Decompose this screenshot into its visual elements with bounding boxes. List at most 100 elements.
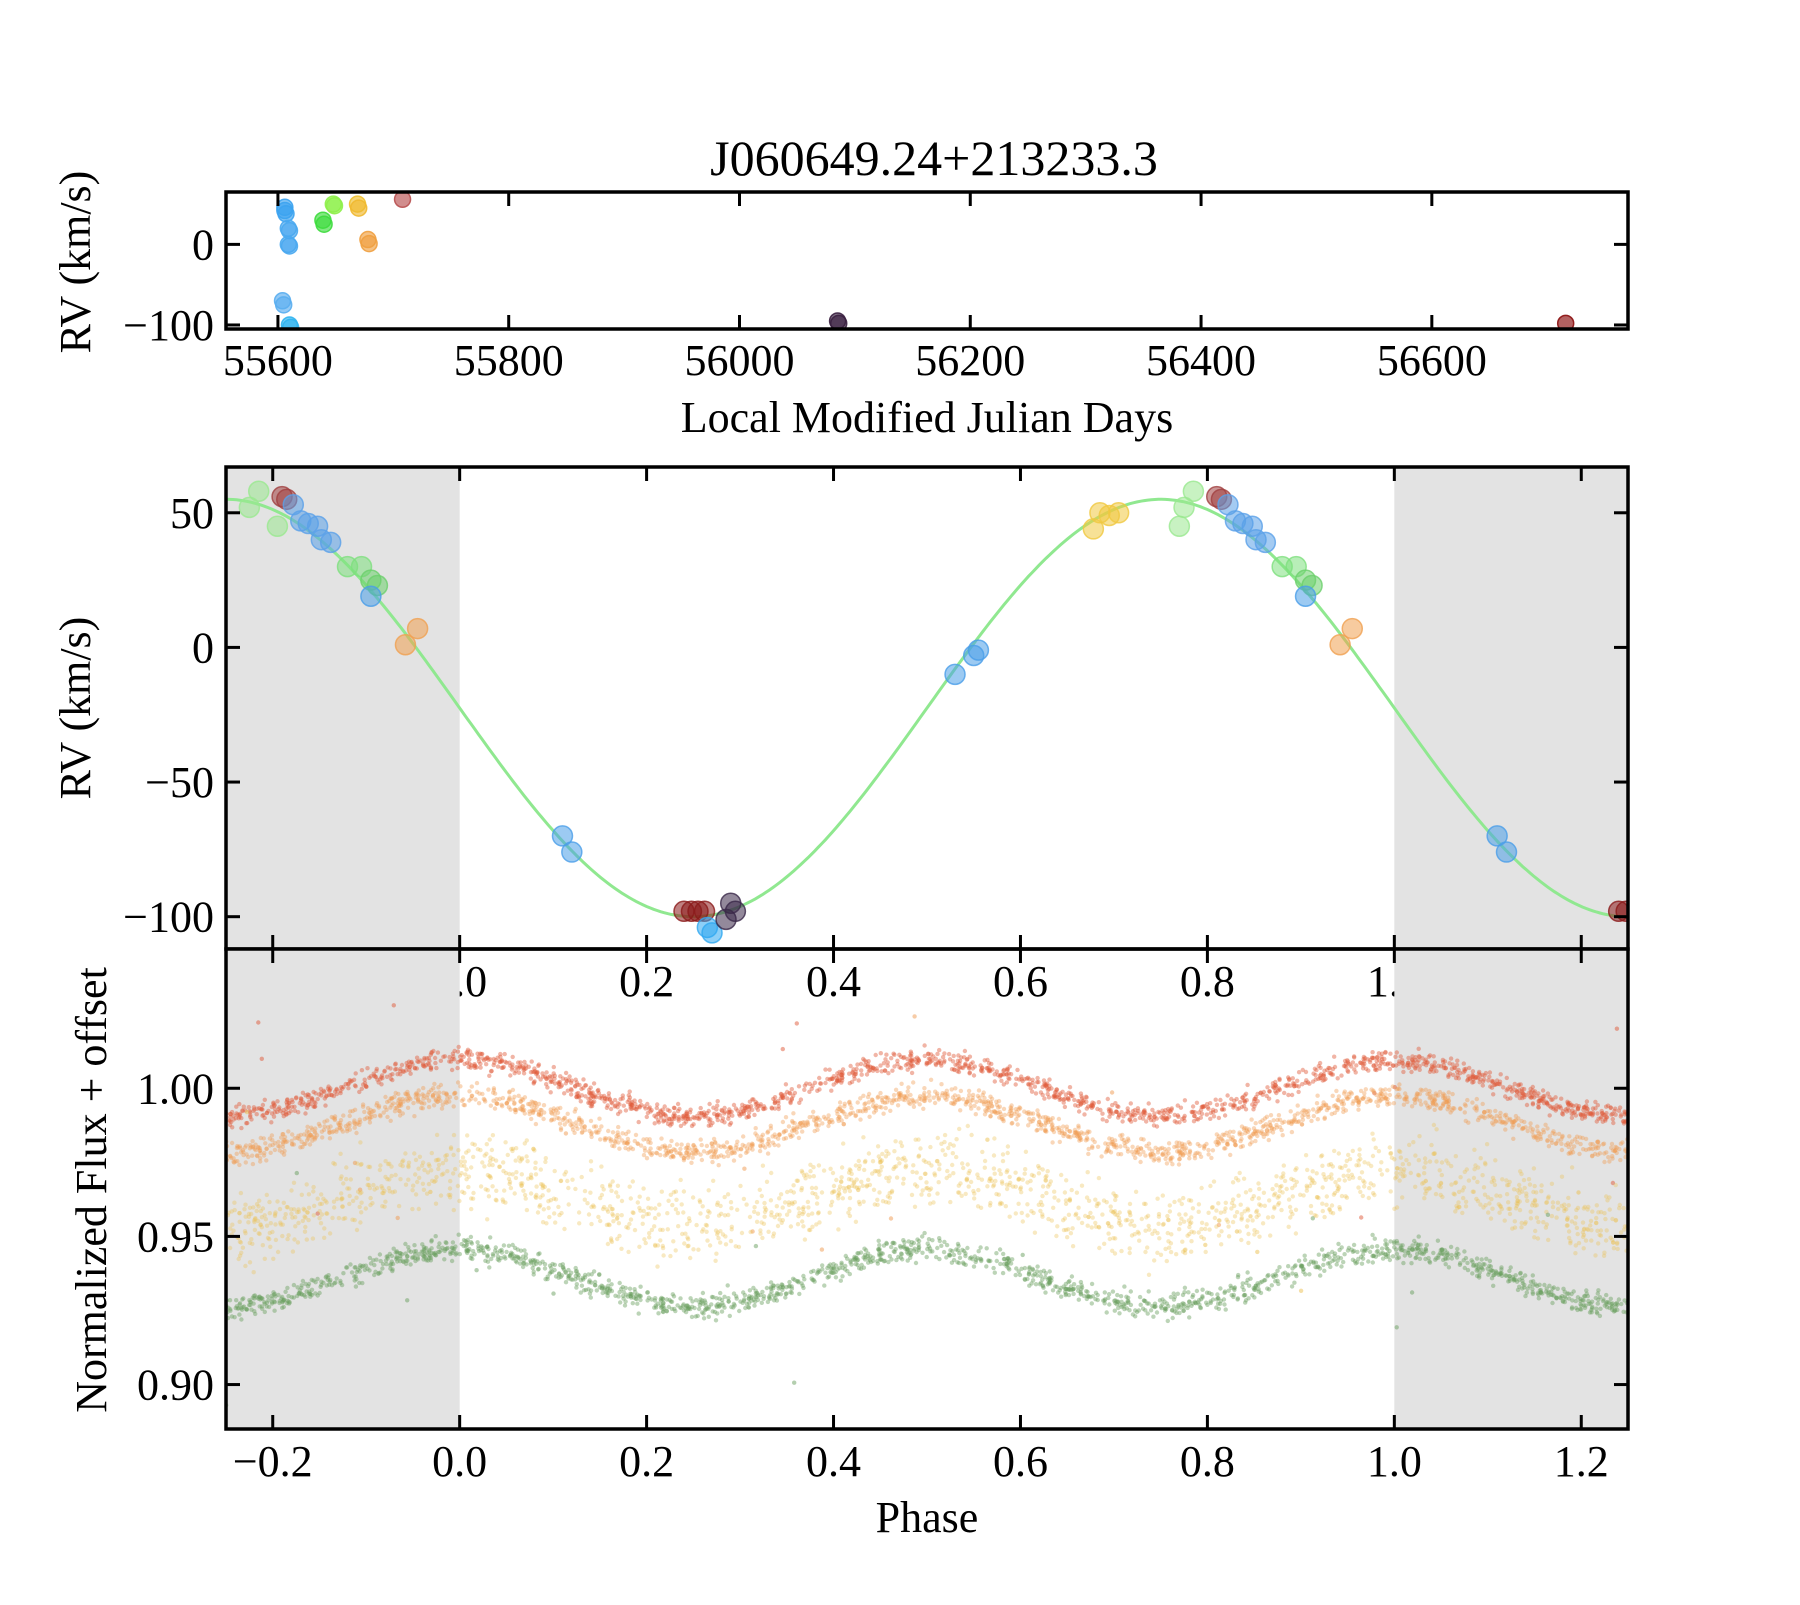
flux-point — [289, 1212, 293, 1216]
flux-point — [617, 1221, 621, 1225]
flux-point — [583, 1124, 587, 1128]
flux-point — [1084, 1100, 1088, 1104]
flux-point — [1352, 1054, 1356, 1058]
flux-point — [1086, 1170, 1090, 1174]
flux-point — [1064, 1178, 1068, 1182]
flux-point — [896, 1103, 900, 1107]
flux-point — [883, 1068, 887, 1072]
flux-point — [726, 1110, 730, 1114]
flux-point — [1581, 1220, 1585, 1224]
flux-point — [931, 1200, 935, 1204]
flux-point — [367, 1111, 371, 1115]
flux-point — [1515, 1195, 1519, 1199]
flux-point — [1006, 1151, 1010, 1155]
x-tick-label: 0.6 — [993, 957, 1048, 1006]
flux-point — [672, 1106, 676, 1110]
flux-point — [1014, 1107, 1018, 1111]
flux-point — [1582, 1105, 1586, 1109]
flux-point — [433, 1091, 437, 1095]
flux-point — [466, 1185, 470, 1189]
flux-point — [354, 1196, 358, 1200]
flux-point — [645, 1115, 649, 1119]
flux-point — [549, 1080, 553, 1084]
flux-point — [801, 1224, 805, 1228]
flux-point — [1589, 1219, 1593, 1223]
flux-point — [732, 1149, 736, 1153]
flux-point — [465, 1133, 469, 1137]
flux-point — [520, 1172, 524, 1176]
flux-point — [441, 1161, 445, 1165]
flux-point — [300, 1193, 304, 1197]
flux-point — [536, 1210, 540, 1214]
flux-point — [1524, 1194, 1528, 1198]
flux-point — [1572, 1144, 1576, 1148]
flux-point — [1152, 1115, 1156, 1119]
flux-point — [1550, 1182, 1554, 1186]
flux-point — [858, 1164, 862, 1168]
flux-point — [1346, 1059, 1350, 1063]
flux-point — [475, 1081, 479, 1085]
flux-point — [237, 1102, 241, 1106]
flux-point — [1615, 1242, 1619, 1246]
y-tick-label: 50 — [170, 489, 214, 538]
flux-point — [1579, 1113, 1583, 1117]
flux-point — [1294, 1166, 1298, 1170]
flux-point — [271, 1257, 275, 1261]
flux-point — [1409, 1171, 1413, 1175]
flux-point — [1156, 1150, 1160, 1154]
flux-point — [1002, 1107, 1006, 1111]
flux-point — [473, 1097, 477, 1101]
flux-point — [909, 1054, 913, 1058]
flux-point — [1097, 1100, 1101, 1104]
flux-point — [935, 1191, 939, 1195]
flux-point — [436, 1050, 440, 1054]
flux-point — [710, 1160, 714, 1164]
data-point — [968, 640, 988, 660]
data-point — [239, 497, 259, 517]
data-point — [361, 236, 377, 252]
flux-point — [674, 1198, 678, 1202]
flux-point — [1298, 1193, 1302, 1197]
flux-point — [719, 1153, 723, 1157]
flux-point — [875, 1203, 879, 1207]
flux-point — [341, 1217, 345, 1221]
flux-point — [881, 1199, 885, 1203]
flux-point — [263, 1141, 267, 1145]
flux-point — [273, 1141, 277, 1145]
flux-point — [257, 1106, 261, 1110]
flux-point — [976, 1188, 980, 1192]
flux-point — [1478, 1202, 1482, 1206]
flux-point — [682, 1158, 686, 1162]
flux-point — [1219, 1211, 1223, 1215]
flux-point — [861, 1135, 865, 1139]
flux-point — [1466, 1077, 1470, 1081]
flux-point — [406, 1178, 410, 1182]
flux-point — [1545, 1139, 1549, 1143]
flux-point — [1482, 1110, 1486, 1114]
flux-point — [623, 1146, 627, 1150]
flux-point — [303, 1111, 307, 1115]
flux-point — [348, 1121, 352, 1125]
flux-point — [1336, 1076, 1340, 1080]
flux-point — [416, 1097, 420, 1101]
flux-point — [691, 1195, 695, 1199]
flux-point — [311, 1189, 315, 1193]
flux-point — [915, 1184, 919, 1188]
data-point — [1496, 842, 1516, 862]
flux-point — [1044, 1174, 1048, 1178]
flux-point — [394, 1091, 398, 1095]
flux-point — [229, 1156, 233, 1160]
flux-point — [1532, 1235, 1536, 1239]
flux-point — [341, 1181, 345, 1185]
flux-point — [950, 1087, 954, 1091]
flux-point — [1004, 1072, 1008, 1076]
flux-point — [637, 1104, 641, 1108]
flux-point — [1361, 1194, 1365, 1198]
flux-point — [462, 1055, 466, 1059]
flux-point — [1019, 1077, 1023, 1081]
flux-point — [1588, 1223, 1592, 1227]
flux-point — [1418, 1068, 1422, 1072]
flux-point — [1136, 1106, 1140, 1110]
flux-point — [862, 1102, 866, 1106]
flux-point — [1056, 1198, 1060, 1202]
